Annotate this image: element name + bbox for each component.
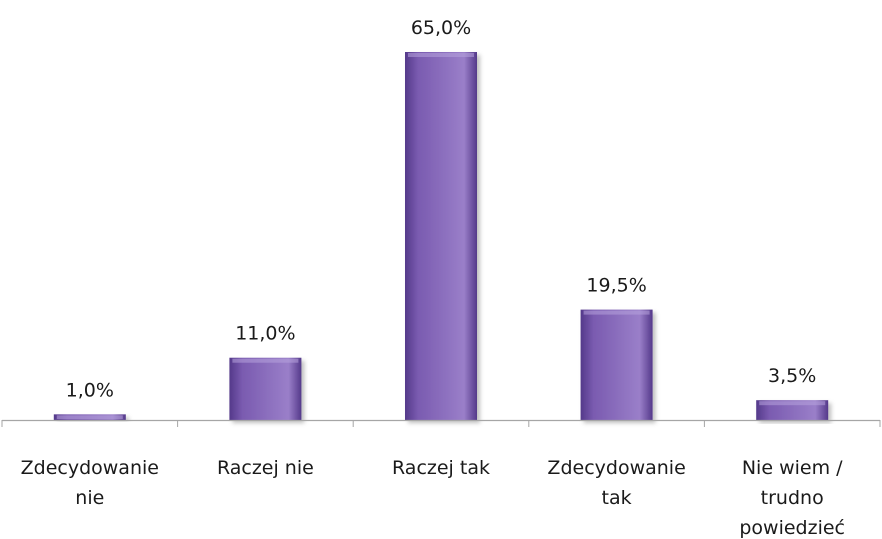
value-label: 65,0%	[411, 17, 471, 39]
category-label: trudno	[761, 487, 824, 509]
category-label: powiedzieć	[739, 517, 845, 539]
bars-layer	[53, 52, 829, 420]
bar-highlight	[408, 53, 474, 57]
bar	[405, 52, 477, 420]
category-label: Nie wiem /	[742, 457, 843, 479]
category-label: Zdecydowanie	[547, 457, 685, 479]
value-label: 1,0%	[66, 379, 114, 401]
bar-highlight	[56, 415, 123, 419]
value-label: 11,0%	[235, 323, 295, 345]
bar-highlight	[232, 358, 299, 363]
value-label: 3,5%	[768, 365, 816, 387]
bar	[580, 309, 653, 420]
value-label: 19,5%	[586, 275, 646, 297]
category-label: tak	[602, 487, 632, 509]
category-label: Zdecydowanie	[21, 457, 159, 479]
value-labels: 1,0% 11,0% 65,0% 19,5% 3,5%	[66, 17, 817, 401]
category-labels: Zdecydowanie nie Raczej nie Raczej tak Zdecy…	[21, 457, 845, 539]
bar-highlight	[583, 310, 650, 315]
bar	[229, 357, 302, 420]
bar-highlight	[759, 401, 826, 406]
x-axis-ticks	[1, 420, 881, 427]
category-label: Raczej tak	[392, 457, 490, 479]
category-label: nie	[75, 487, 104, 509]
category-label: Raczej nie	[217, 457, 314, 479]
